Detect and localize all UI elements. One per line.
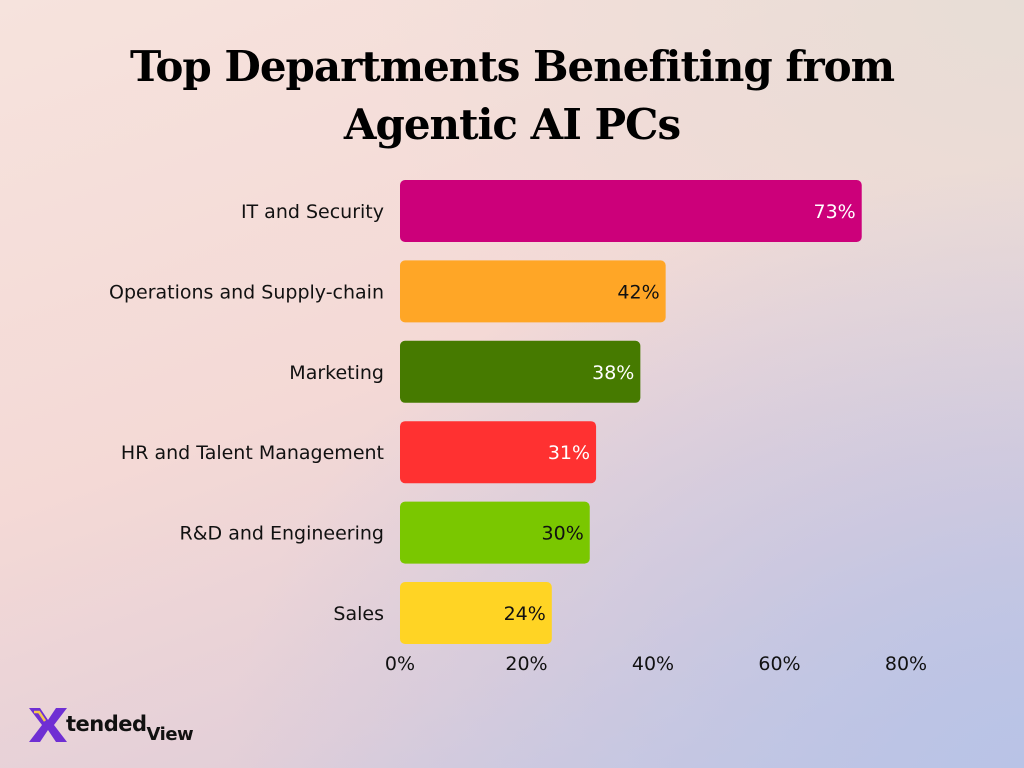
x-tick-label: 20%: [505, 653, 547, 675]
chart-title: Top Departments Benefiting from Agentic …: [129, 42, 895, 149]
logo-text-part2: View: [146, 724, 194, 745]
x-tick-label: 0%: [385, 653, 415, 675]
value-label: 73%: [813, 201, 855, 223]
category-label: HR and Talent Management: [121, 442, 384, 464]
x-tick-label: 80%: [885, 653, 927, 675]
category-label: Marketing: [289, 362, 384, 384]
value-label: 24%: [504, 603, 546, 625]
logo-wordmark: tendedView: [66, 712, 194, 745]
bar-3: [400, 340, 641, 403]
category-label: Operations and Supply-chain: [109, 281, 384, 303]
bar-4: [400, 421, 597, 484]
value-label: 31%: [548, 442, 590, 464]
x-tick-label: 40%: [632, 653, 674, 675]
category-label: Sales: [333, 603, 384, 625]
bar-6: [400, 582, 552, 644]
logo-text-part1: tended: [66, 712, 147, 736]
bar-5: [400, 501, 590, 564]
category-label: R&D and Engineering: [180, 523, 384, 545]
value-label: 42%: [617, 281, 659, 303]
value-label: 38%: [592, 362, 634, 384]
bar-chart: IT and Security 73% Operations and Supply-…: [109, 180, 927, 675]
value-label: 30%: [542, 523, 584, 545]
bar-1: [400, 180, 862, 242]
xtendedview-logo: tendedView: [26, 700, 216, 745]
x-tick-label: 60%: [758, 653, 800, 675]
category-label: IT and Security: [241, 201, 384, 223]
bar-2: [400, 260, 666, 323]
logo-x-mark-icon: [29, 708, 67, 742]
